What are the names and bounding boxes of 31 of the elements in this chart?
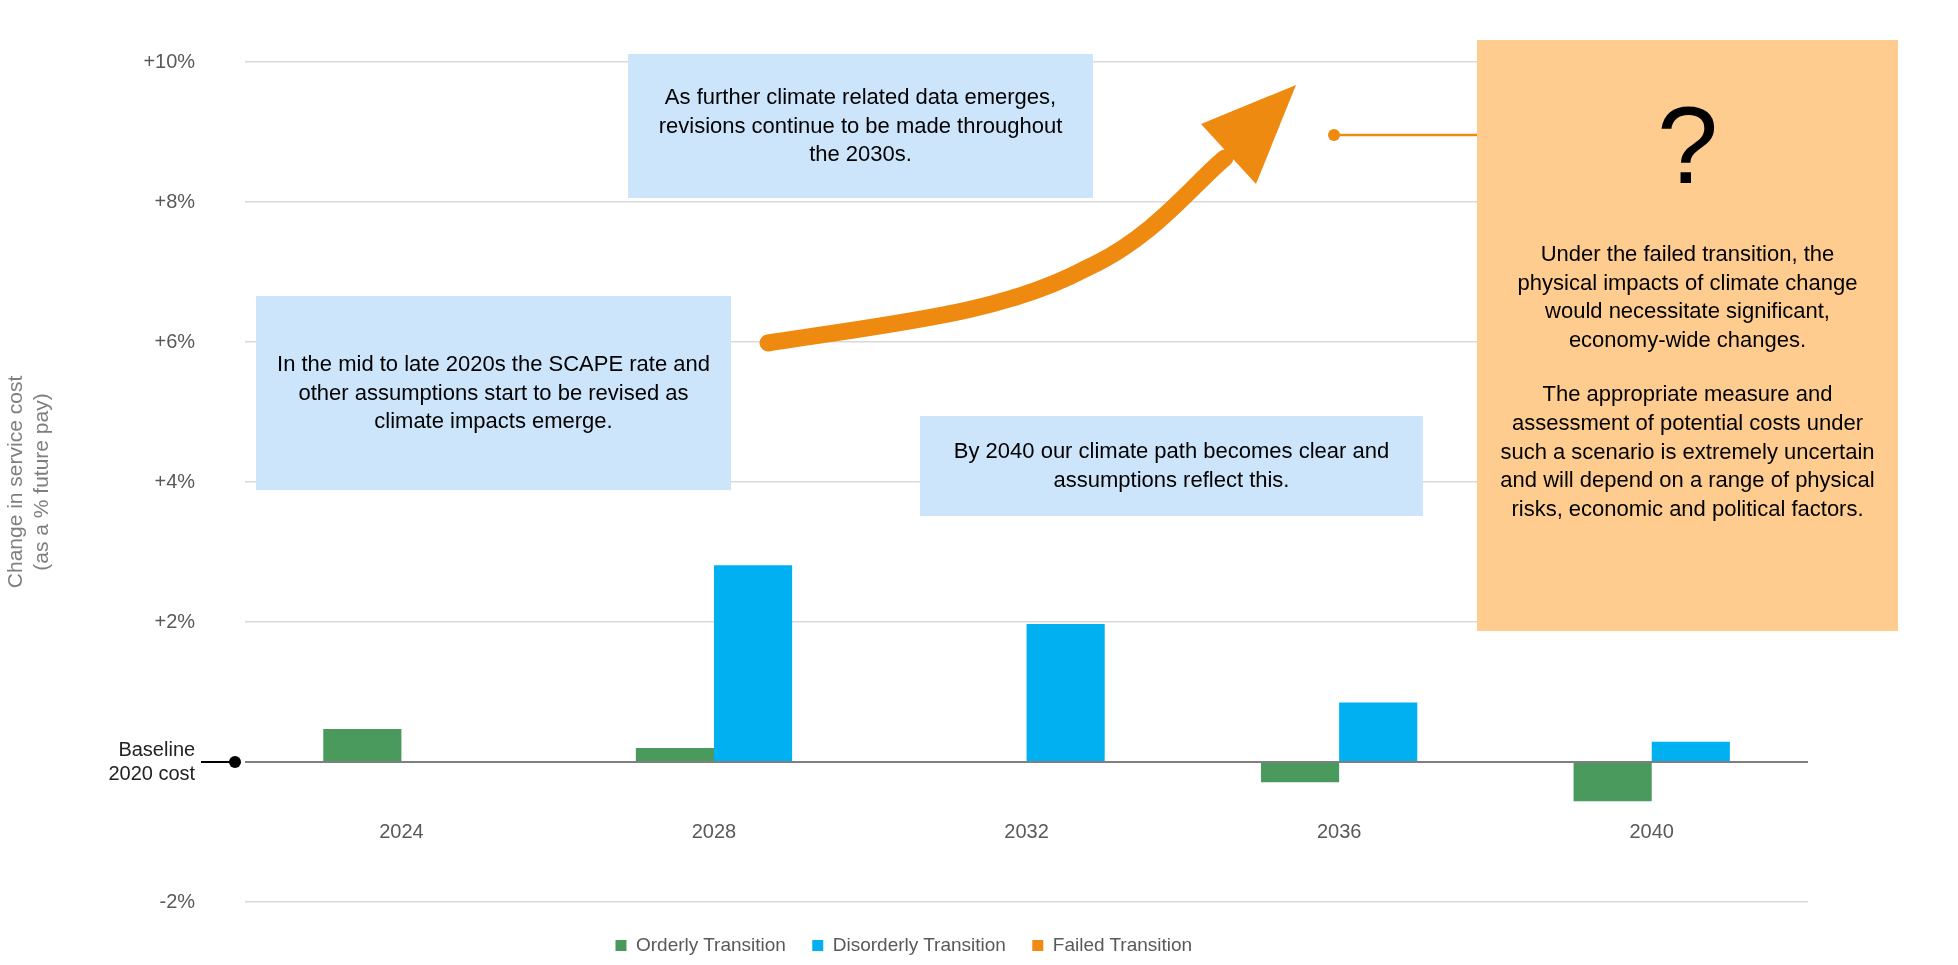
- legend-label: Orderly Transition: [635, 933, 786, 955]
- x-tick-label: 2024: [379, 819, 424, 842]
- y-tick-label: -2%: [159, 889, 196, 912]
- bar: [323, 729, 402, 761]
- callout-box: By 2040 our climate path becomes clear and assumptions reflect this.: [920, 416, 1423, 516]
- annotation: ?: [1655, 83, 1720, 206]
- callout-box: In the mid to late 2020s the SCAPE rate and other assumptions start to be revised as climate impacts emerge.: [256, 296, 731, 490]
- callout-box: ? Under the failed transition, the physical impacts of climate change would necessitate significant, economy-wide changes. The appropriate measure and assessment of potential costs under such a scenario is extremely uncertain and will depend on a range of physical risks, economic and political factors.: [1477, 40, 1898, 631]
- bar: [1026, 624, 1105, 761]
- y-tick-label: +8%: [154, 189, 196, 212]
- bar: [1339, 702, 1418, 761]
- bar: [1573, 763, 1652, 802]
- x-tick-label: 2028: [691, 819, 737, 842]
- x-tick-label: 2036: [1316, 819, 1362, 842]
- callout-box: As further climate related data emerges, revisions continue to be made throughout the 2030s.: [628, 54, 1093, 198]
- y-tick-label: Baseline 2020 cost: [108, 737, 196, 784]
- y-tick-label: +10%: [143, 49, 196, 72]
- y-axis-title: Change in service cost (as a % future pay): [3, 375, 52, 589]
- annotation: Under the failed transition, the physical impacts of climate change would necessitate significant, economy-wide changes.: [1516, 240, 1859, 354]
- annotation: The appropriate measure and assessment of potential costs under such a scenario is extremely uncertain and will depend on a range of physical risks, economic and political factors.: [1499, 380, 1876, 523]
- y-tick-label: +4%: [154, 469, 196, 492]
- y-tick-label: +6%: [154, 329, 196, 352]
- bar: [635, 748, 714, 761]
- legend-label: Disorderly Transition: [832, 933, 1006, 955]
- bar: [1260, 763, 1340, 783]
- y-tick-label: +2%: [154, 609, 196, 632]
- bar: [713, 565, 793, 761]
- x-tick-label: 2032: [1004, 819, 1049, 842]
- bar: [1651, 741, 1730, 761]
- legend-label: Failed Transition: [1052, 933, 1193, 955]
- x-tick-label: 2040: [1629, 819, 1674, 842]
